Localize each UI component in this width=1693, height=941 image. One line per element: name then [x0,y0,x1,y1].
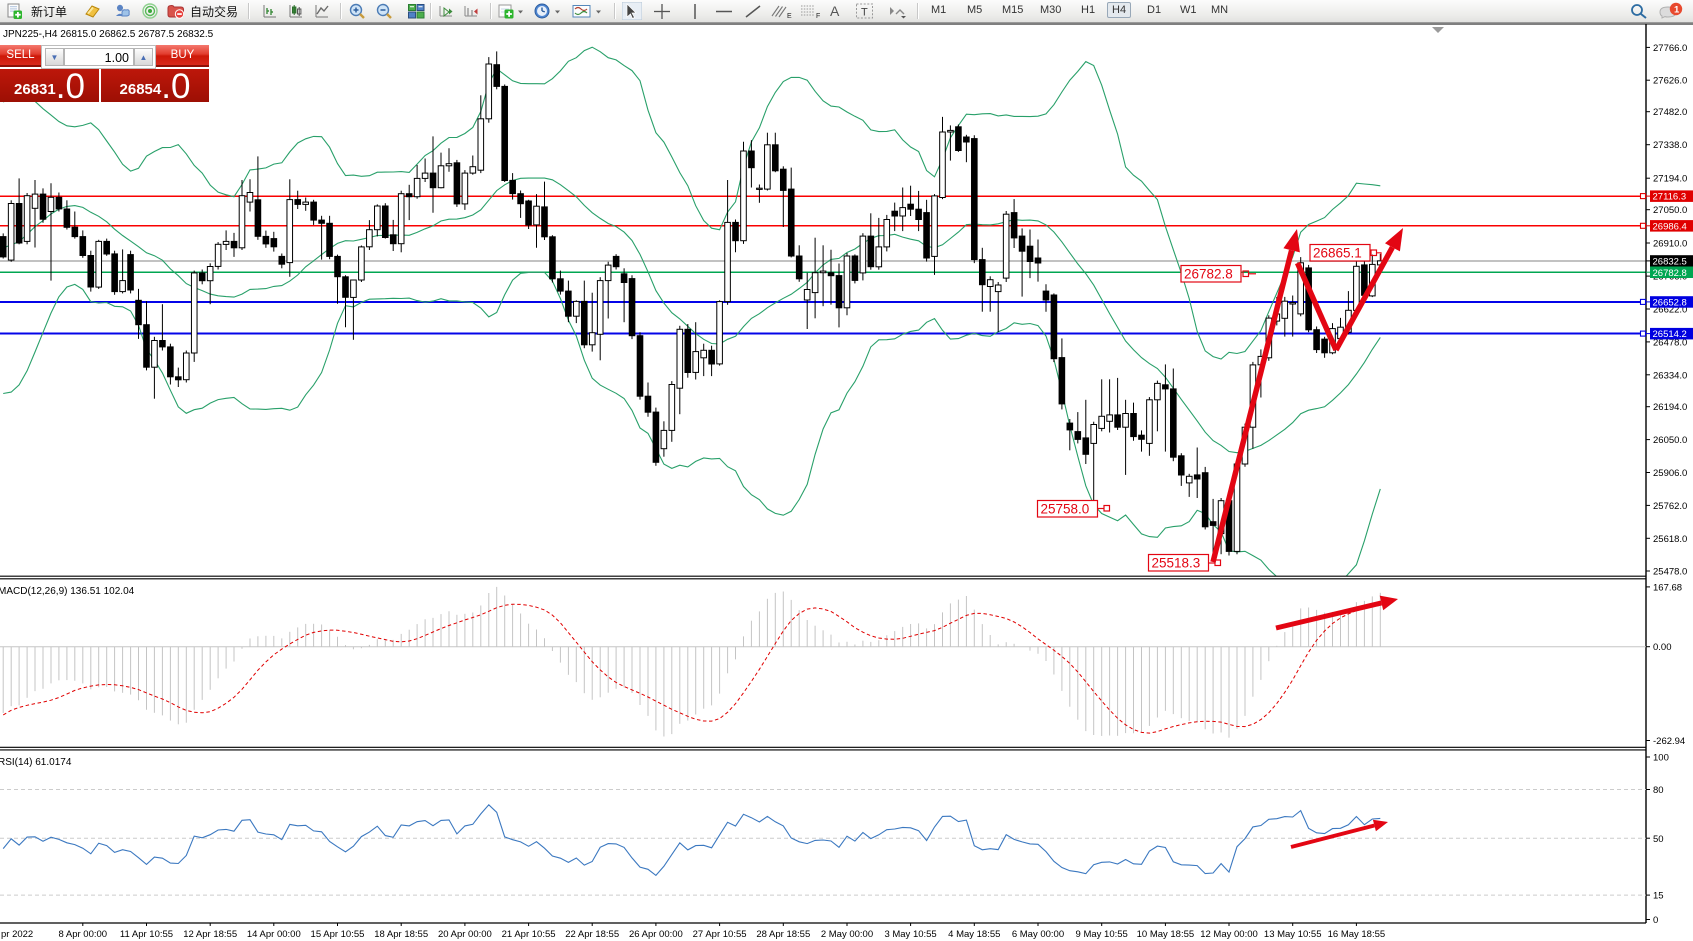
svg-text:26910.0: 26910.0 [1653,239,1687,250]
svg-text:25906.0: 25906.0 [1653,468,1687,479]
svg-text:F: F [816,13,820,20]
svg-text:167.68: 167.68 [1653,582,1682,593]
svg-text:15: 15 [1653,891,1664,902]
svg-text:9 May 10:55: 9 May 10:55 [1076,929,1128,940]
svg-text:25618.0: 25618.0 [1653,534,1687,545]
svg-text:MACD(12,26,9) 136.51 102.04: MACD(12,26,9) 136.51 102.04 [0,586,135,597]
svg-text:100: 100 [1653,753,1669,764]
svg-text:22 Apr 18:55: 22 Apr 18:55 [565,929,619,940]
svg-text:26986.4: 26986.4 [1653,221,1687,232]
svg-text:27482.0: 27482.0 [1653,107,1687,118]
svg-text:26865.1: 26865.1 [1313,246,1362,261]
svg-text:T: T [861,7,868,19]
svg-text:25762.0: 25762.0 [1653,501,1687,512]
svg-text:26622.0: 26622.0 [1653,305,1687,316]
svg-text:10 May 18:55: 10 May 18:55 [1137,929,1195,940]
svg-text:13 May 10:55: 13 May 10:55 [1264,929,1322,940]
svg-text:-262.94: -262.94 [1653,736,1685,747]
svg-text:18 Apr 18:55: 18 Apr 18:55 [374,929,428,940]
svg-text:pr 2022: pr 2022 [1,929,33,940]
svg-text:50: 50 [1653,834,1664,845]
svg-text:27766.0: 27766.0 [1653,43,1687,54]
svg-text:0.00: 0.00 [1653,642,1672,653]
svg-text:25758.0: 25758.0 [1041,502,1090,517]
svg-text:RSI(14) 61.0174: RSI(14) 61.0174 [0,757,72,768]
svg-text:26652.8: 26652.8 [1653,298,1687,309]
svg-text:4 May 18:55: 4 May 18:55 [948,929,1000,940]
svg-text:26478.0: 26478.0 [1653,337,1687,348]
svg-text:27050.0: 27050.0 [1653,205,1687,216]
svg-text:15 Apr 10:55: 15 Apr 10:55 [311,929,365,940]
svg-text:12 May 00:00: 12 May 00:00 [1200,929,1258,940]
svg-text:26514.2: 26514.2 [1653,329,1687,340]
svg-text:11 Apr 10:55: 11 Apr 10:55 [120,929,173,940]
svg-text:1: 1 [1674,4,1680,15]
svg-text:8 Apr 00:00: 8 Apr 00:00 [58,929,107,940]
svg-text:16 May 18:55: 16 May 18:55 [1328,929,1386,940]
svg-text:14 Apr 00:00: 14 Apr 00:00 [247,929,301,940]
svg-text:2 May 00:00: 2 May 00:00 [821,929,873,940]
svg-text:25478.0: 25478.0 [1653,567,1687,578]
svg-text:0: 0 [1653,915,1658,926]
svg-text:26050.0: 26050.0 [1653,435,1687,446]
svg-text:E: E [787,13,792,20]
svg-text:26782.8: 26782.8 [1653,268,1687,279]
svg-text:6 May 00:00: 6 May 00:00 [1012,929,1064,940]
svg-text:21 Apr 10:55: 21 Apr 10:55 [502,929,556,940]
svg-text:26 Apr 00:00: 26 Apr 00:00 [629,929,683,940]
svg-text:12 Apr 18:55: 12 Apr 18:55 [183,929,237,940]
svg-text:20 Apr 00:00: 20 Apr 00:00 [438,929,492,940]
svg-text:27626.0: 27626.0 [1653,76,1687,87]
svg-text:27194.0: 27194.0 [1653,174,1687,185]
svg-text:28 Apr 18:55: 28 Apr 18:55 [756,929,810,940]
svg-text:27116.3: 27116.3 [1653,192,1687,203]
svg-text:27338.0: 27338.0 [1653,140,1687,151]
svg-text:26782.8: 26782.8 [1184,267,1233,282]
svg-text:27 Apr 10:55: 27 Apr 10:55 [693,929,747,940]
svg-text:26194.0: 26194.0 [1653,402,1687,413]
svg-text:26334.0: 26334.0 [1653,370,1687,381]
svg-text:3 May 10:55: 3 May 10:55 [884,929,936,940]
svg-text:26832.5: 26832.5 [1653,257,1687,268]
svg-text:25518.3: 25518.3 [1152,556,1201,571]
svg-text:80: 80 [1653,785,1664,796]
svg-text:JPN225-,H4 26815.0 26862.5 26: JPN225-,H4 26815.0 26862.5 26787.5 26832… [3,29,214,40]
